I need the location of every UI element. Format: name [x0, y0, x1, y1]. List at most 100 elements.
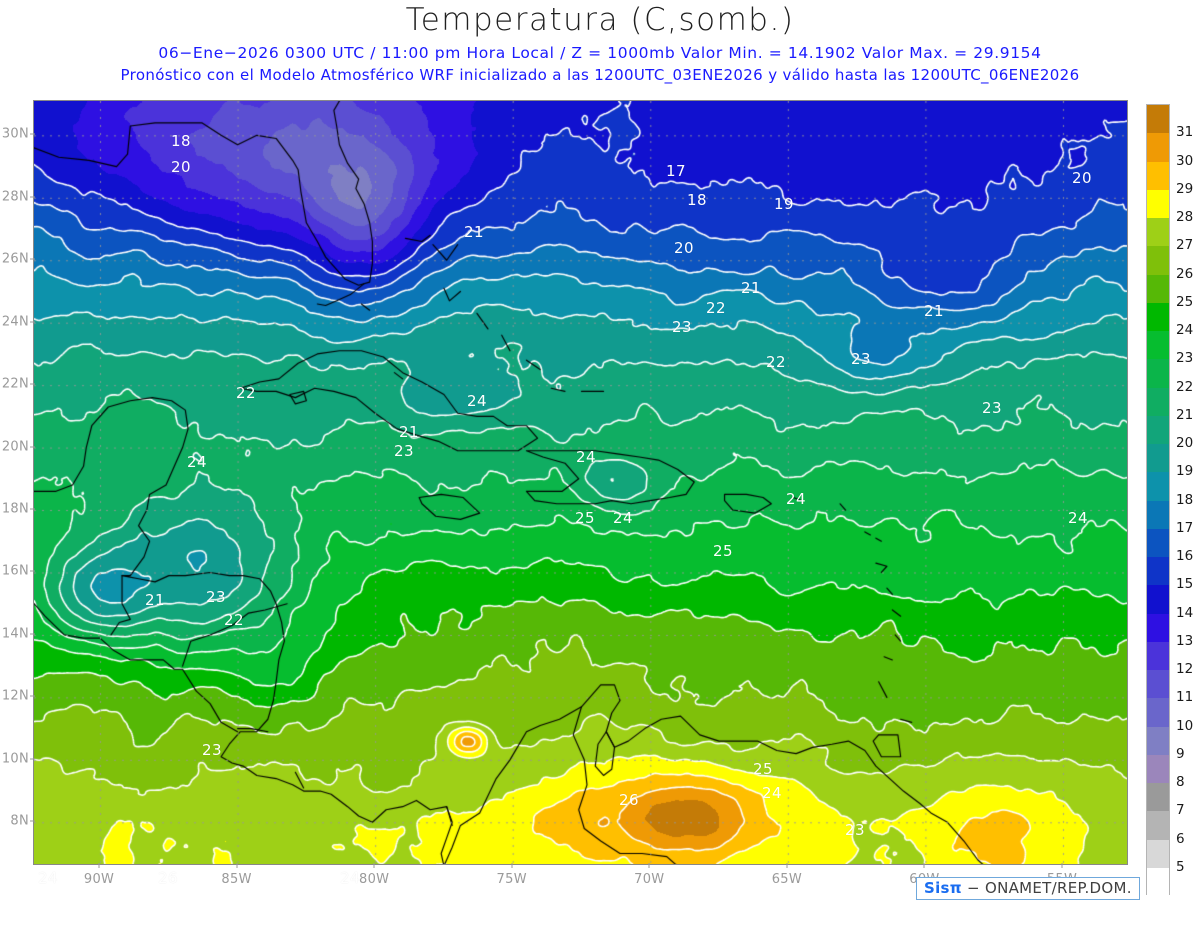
longitude-tick-mark: [236, 863, 238, 868]
colorbar-swatch: [1147, 302, 1169, 331]
colorbar-swatch: [1147, 218, 1169, 247]
latitude-tick-label: 22N: [1, 376, 29, 392]
model-description-line: Pronóstico con el Modelo Atmosférico WRF…: [120, 66, 1080, 84]
longitude-tick-label: 80W: [358, 872, 390, 887]
colorbar-tick-label: 26: [1176, 265, 1194, 282]
colorbar-swatch: [1147, 415, 1169, 444]
colorbar-tick-label: 11: [1176, 689, 1194, 706]
colorbar-tick-label: 23: [1176, 350, 1194, 367]
colorbar-tick-label: 19: [1176, 463, 1194, 480]
longitude-tick-label: 75W: [496, 872, 527, 887]
colorbar-tick-label: 16: [1176, 548, 1194, 564]
longitude-tick-label: 85W: [221, 872, 252, 887]
colorbar-swatch: [1147, 105, 1169, 134]
watermark-agency: − ONAMET/REP.DOM.: [961, 879, 1132, 897]
colorbar-tick-label: 20: [1176, 435, 1194, 451]
longitude-tick-label: 90W: [83, 872, 115, 887]
contour-value-label: 24: [339, 869, 361, 887]
latitude-tick-label: 18N: [1, 501, 29, 517]
longitude-tick-label: 70W: [634, 872, 665, 887]
colorbar-swatch: [1147, 783, 1169, 812]
longitude-tick-label: 65W: [771, 872, 802, 887]
latitude-tick-mark: [30, 383, 35, 385]
latitude-tick-label: 30N: [1, 126, 29, 142]
colorbar-swatch: [1147, 698, 1169, 727]
agency-watermark: Sisπ − ONAMET/REP.DOM.: [916, 877, 1140, 900]
latitude-tick-mark: [30, 196, 35, 198]
colorbar-swatch: [1147, 161, 1169, 190]
colorbar-tick-label: 21: [1176, 406, 1194, 423]
temperature-colorbar[interactable]: [1146, 104, 1170, 896]
colorbar-tick-label: 31: [1176, 124, 1194, 141]
latitude-tick-label: 16N: [1, 563, 29, 579]
latitude-tick-mark: [30, 133, 35, 135]
colorbar-tick-label: 22: [1176, 378, 1194, 395]
colorbar-tick-label: 10: [1176, 717, 1194, 734]
longitude-tick-mark: [1061, 863, 1063, 868]
longitude-tick-mark: [786, 863, 788, 868]
colorbar-tick-label: 5: [1176, 858, 1185, 875]
longitude-tick-mark: [923, 863, 925, 868]
longitude-tick-mark: [98, 863, 100, 868]
colorbar-tick-label: 27: [1176, 237, 1194, 254]
latitude-tick-mark: [30, 695, 35, 697]
colorbar-tick-label: 6: [1176, 830, 1185, 847]
colorbar-tick-label: 15: [1176, 576, 1194, 593]
contour-value-label: 26: [157, 869, 179, 887]
latitude-tick-label: 28N: [1, 189, 29, 205]
latitude-tick-label: 10N: [1, 751, 29, 767]
temperature-map[interactable]: [33, 100, 1128, 865]
colorbar-swatch: [1147, 500, 1169, 529]
latitude-tick-mark: [30, 446, 35, 448]
longitude-tick-mark: [511, 863, 513, 868]
colorbar-tick-label: 29: [1176, 180, 1194, 197]
colorbar-swatch: [1147, 274, 1169, 303]
latitude-tick-mark: [30, 758, 35, 760]
latitude-tick-label: 12N: [1, 688, 29, 704]
colorbar-swatch: [1147, 557, 1169, 586]
colorbar-tick-label: 24: [1176, 322, 1194, 338]
latitude-tick-mark: [30, 321, 35, 323]
colorbar-swatch: [1147, 387, 1169, 416]
colorbar-swatch: [1147, 246, 1169, 275]
latitude-tick-label: 24N: [1, 314, 29, 330]
colorbar-swatch: [1147, 331, 1169, 360]
colorbar-tick-label: 7: [1176, 802, 1185, 819]
colorbar-swatch: [1147, 359, 1169, 388]
latitude-tick-label: 14N: [1, 626, 29, 642]
latitude-tick-mark: [30, 820, 35, 822]
colorbar-tick-label: 12: [1176, 661, 1194, 677]
temperature-field-canvas: [34, 101, 1127, 864]
colorbar-tick-label: 30: [1176, 152, 1194, 169]
colorbar-swatch: [1147, 726, 1169, 755]
colorbar-tick-label: 14: [1176, 604, 1194, 621]
colorbar-swatch: [1147, 613, 1169, 642]
longitude-tick-mark: [648, 863, 650, 868]
colorbar-swatch: [1147, 189, 1169, 218]
watermark-brand: Sisπ: [924, 879, 962, 897]
latitude-tick-mark: [30, 633, 35, 635]
colorbar-tick-label: 28: [1176, 209, 1194, 225]
colorbar-swatch: [1147, 133, 1169, 162]
latitude-axis: 30N 28N 26N 24N 22N 20N 18N 16N 14N 12N 10N 8N: [0, 0, 35, 927]
colorbar-tick-label: 17: [1176, 519, 1194, 536]
colorbar-swatch: [1147, 528, 1169, 557]
colorbar-tick-label: 13: [1176, 632, 1194, 649]
colorbar-swatch: [1147, 754, 1169, 783]
colorbar-tick-label: 25: [1176, 293, 1194, 310]
colorbar-swatch: [1147, 670, 1169, 699]
colorbar-swatch: [1147, 867, 1169, 896]
forecast-valid-time-line: 06−Ene−2026 0300 UTC / 11:00 pm Hora Loc…: [158, 44, 1042, 62]
latitude-tick-label: 20N: [1, 439, 29, 455]
contour-value-label: 24: [37, 869, 59, 887]
latitude-tick-label: 8N: [10, 813, 29, 829]
latitude-tick-mark: [30, 570, 35, 572]
colorbar-tick-label: 8: [1176, 774, 1185, 790]
latitude-tick-label: 26N: [1, 251, 29, 267]
page-title: Temperatura (C,somb.): [405, 2, 795, 38]
colorbar-tick-label: 18: [1176, 491, 1194, 508]
colorbar-swatch: [1147, 444, 1169, 473]
colorbar-swatch: [1147, 811, 1169, 840]
latitude-tick-mark: [30, 258, 35, 260]
